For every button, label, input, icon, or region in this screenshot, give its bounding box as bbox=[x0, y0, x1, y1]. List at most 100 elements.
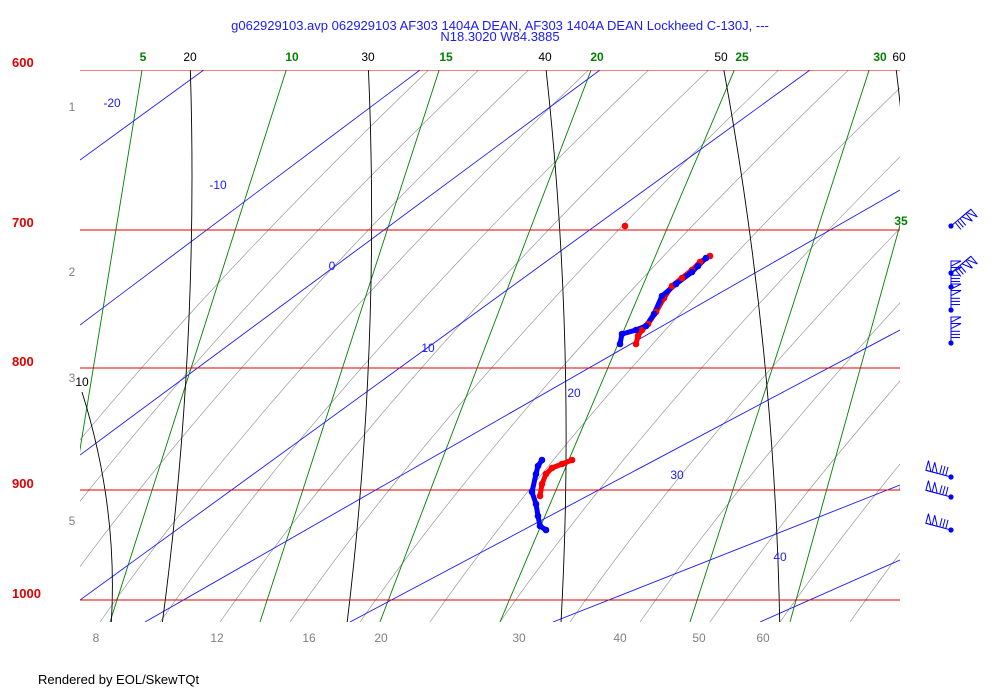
moist-adiabat-6 bbox=[289, 70, 780, 622]
wind-barb-flag bbox=[950, 283, 962, 291]
wind-barb-feather bbox=[945, 466, 949, 476]
dewpoint-point bbox=[658, 292, 666, 300]
temperature-point bbox=[536, 492, 544, 500]
dewpoint-point bbox=[694, 262, 702, 270]
isotherm-line-2 bbox=[80, 70, 601, 456]
temperature-point bbox=[538, 480, 546, 488]
wind-barb-feather bbox=[959, 265, 967, 273]
temperature-point bbox=[558, 460, 566, 468]
dewpoint-point bbox=[528, 488, 536, 496]
moist-adiabat-1 bbox=[80, 70, 480, 502]
moist-adiabat-12 bbox=[709, 380, 900, 622]
wind-barb-feather bbox=[957, 220, 964, 228]
wind-barb bbox=[948, 316, 962, 346]
pressure-label: 700 bbox=[12, 215, 34, 230]
dry-adiabat-3 bbox=[723, 70, 781, 622]
dewpoint-point bbox=[688, 268, 696, 276]
wind-barb-flag bbox=[950, 290, 962, 297]
moist-adiabat-3 bbox=[99, 70, 590, 622]
dewpoint-point bbox=[532, 470, 540, 478]
wind-barb bbox=[948, 255, 978, 277]
mixing-ratio-line-1 bbox=[109, 70, 287, 622]
bottom-axis-label: 40 bbox=[613, 631, 627, 645]
mixing-ratio-label: 20 bbox=[590, 50, 604, 64]
isotherm-line-7 bbox=[759, 559, 900, 622]
dewpoint-point bbox=[534, 462, 542, 470]
wind-barb-flag bbox=[950, 323, 962, 330]
wind-barb bbox=[925, 513, 954, 533]
isotherm-line-5 bbox=[349, 329, 900, 622]
wind-barb-flag bbox=[950, 260, 962, 268]
mixing-ratio-line-3 bbox=[379, 70, 592, 622]
wind-barb-flag bbox=[961, 259, 973, 269]
wind-barb-feather bbox=[945, 486, 949, 496]
moist-adiabat-9 bbox=[499, 156, 900, 622]
chart-subtitle: N18.3020 W84.3885 bbox=[440, 29, 559, 44]
wind-barb bbox=[948, 283, 962, 313]
wind-barb-feather bbox=[945, 519, 949, 529]
isotherm-label: -10 bbox=[209, 178, 227, 192]
dewpoint-point bbox=[702, 254, 710, 262]
isolated-temperature-point bbox=[621, 222, 629, 230]
dry-adiabat-label: 40 bbox=[538, 50, 552, 64]
dry-adiabat-label: 10 bbox=[75, 375, 89, 389]
isotherm-label: 0 bbox=[329, 259, 336, 273]
wind-barb-flag bbox=[965, 255, 978, 265]
isotherm-line-4 bbox=[144, 189, 900, 622]
isotherm-line-0 bbox=[80, 70, 205, 161]
temperature-point bbox=[638, 326, 646, 334]
bottom-axis-label: 12 bbox=[210, 631, 224, 645]
wind-barbs bbox=[925, 208, 978, 533]
isotherm-label: -20 bbox=[103, 96, 121, 110]
wind-barb-feather bbox=[954, 269, 962, 277]
temperature-trace-upper bbox=[633, 253, 713, 347]
left-axis-label: 2 bbox=[69, 265, 76, 279]
grid-lines bbox=[80, 40, 1000, 622]
wind-barb-feather bbox=[939, 485, 943, 495]
wind-barb-feather bbox=[939, 465, 943, 475]
wind-barb bbox=[948, 208, 978, 230]
temperature-point bbox=[568, 456, 576, 464]
mixing-ratio-line-2 bbox=[259, 70, 440, 622]
temperature-point bbox=[542, 470, 550, 478]
left-axis-label: 1 bbox=[69, 100, 76, 114]
bottom-axis-label: 8 bbox=[93, 631, 100, 645]
mixing-ratio-line-0 bbox=[80, 70, 143, 453]
wind-barb-flag bbox=[965, 208, 978, 218]
mixing-ratio-label: 10 bbox=[285, 50, 299, 64]
wind-barb bbox=[925, 480, 954, 500]
dry-adiabat-label: 60 bbox=[892, 50, 906, 64]
wind-barb-flag bbox=[925, 480, 932, 493]
dry-adiabat-label: 20 bbox=[183, 50, 197, 64]
moist-adiabat-13 bbox=[779, 463, 900, 622]
dewpoint-point bbox=[632, 326, 640, 334]
dry-adiabat-1 bbox=[346, 70, 373, 622]
moist-adiabat-0 bbox=[80, 70, 430, 441]
sounding-profiles bbox=[528, 222, 714, 534]
wind-barb-flag bbox=[950, 316, 962, 324]
mixing-ratio-label: 15 bbox=[439, 50, 453, 64]
bottom-axis-label: 16 bbox=[302, 631, 316, 645]
moist-adiabat-10 bbox=[569, 227, 900, 622]
dry-adiabat-2 bbox=[545, 70, 567, 622]
left-axis-label: 3 bbox=[69, 371, 76, 385]
moist-adiabat-16 bbox=[990, 40, 1000, 622]
dewpoint-point bbox=[538, 456, 546, 464]
dewpoint-point bbox=[542, 526, 550, 534]
dewpoint-point bbox=[618, 330, 626, 338]
moist-adiabat-2 bbox=[80, 70, 530, 568]
dry-adiabat-0 bbox=[161, 70, 193, 622]
wind-barb-feather bbox=[942, 465, 946, 475]
dewpoint-point bbox=[616, 340, 624, 348]
moist-adiabat-8 bbox=[429, 87, 900, 622]
mixing-ratio-line-5 bbox=[689, 70, 870, 622]
temperature-point bbox=[548, 464, 556, 472]
bottom-axis-label: 30 bbox=[512, 631, 526, 645]
pressure-label: 800 bbox=[12, 354, 34, 369]
moist-adiabat-4 bbox=[159, 70, 650, 622]
isotherm-label: 40 bbox=[773, 550, 787, 564]
dewpoint-point bbox=[536, 522, 544, 530]
moist-adiabat-11 bbox=[639, 302, 900, 622]
